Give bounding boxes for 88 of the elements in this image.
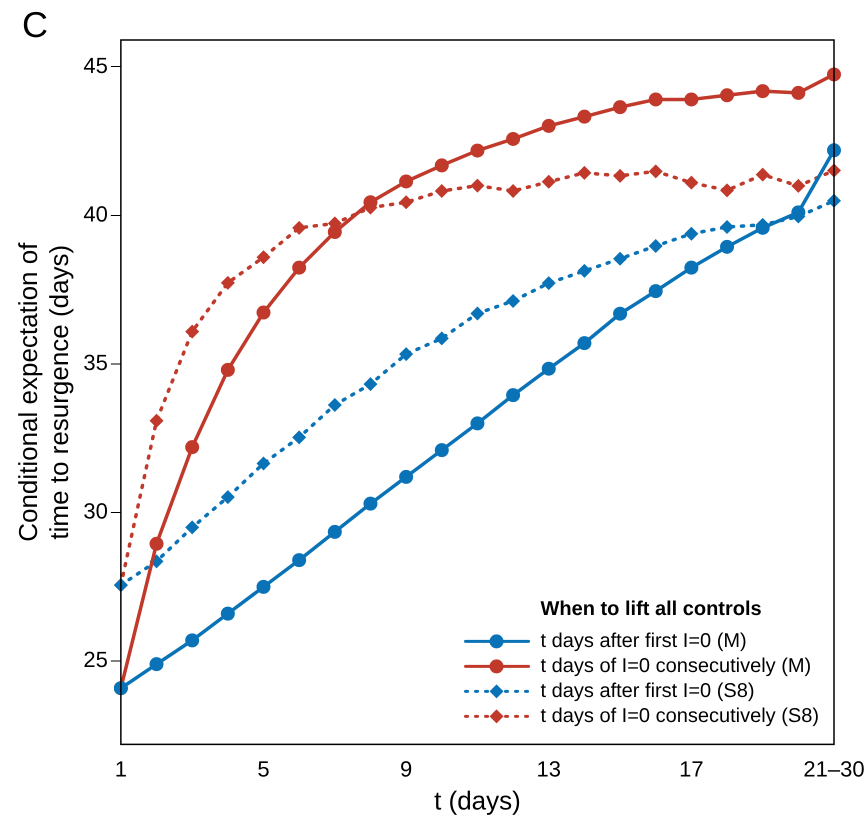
- point: [256, 456, 270, 471]
- x-axis-title: t (days): [434, 786, 521, 816]
- point: [542, 174, 556, 189]
- point: [648, 164, 663, 178]
- y-tick-label: 30: [83, 498, 108, 524]
- point: [684, 226, 698, 241]
- point: [684, 260, 698, 275]
- x-tick-label: 21–30: [803, 756, 864, 782]
- point: [256, 306, 270, 320]
- x-tick-label: 13: [536, 756, 561, 782]
- point: [185, 440, 200, 454]
- point: [684, 176, 698, 190]
- point: [256, 250, 270, 264]
- point: [399, 174, 414, 188]
- point: [185, 520, 200, 534]
- point: [577, 166, 592, 180]
- y-axis-title: Conditional expectation of time to resurgence (days): [12, 242, 74, 542]
- point: [613, 252, 628, 266]
- point: [613, 100, 628, 114]
- point: [542, 276, 556, 290]
- point: [399, 470, 414, 484]
- point: [791, 86, 806, 100]
- point: [434, 158, 449, 172]
- point: [399, 195, 414, 210]
- point: [577, 336, 592, 350]
- point: [220, 362, 235, 377]
- point: [542, 362, 556, 376]
- point: [648, 92, 663, 106]
- point: [720, 240, 734, 254]
- point: [613, 168, 628, 183]
- x-tick-label: 9: [400, 756, 412, 782]
- point: [791, 178, 806, 193]
- point: [506, 388, 520, 402]
- point: [256, 580, 270, 594]
- legend-label: t days of I=0 consecutively (M): [540, 654, 812, 677]
- point: [720, 88, 734, 102]
- point: [399, 347, 414, 362]
- text: C: [22, 4, 48, 46]
- point: [363, 377, 378, 392]
- point: [292, 220, 306, 235]
- point: [756, 220, 770, 235]
- point: [648, 284, 663, 298]
- point: [328, 524, 342, 539]
- point: [577, 110, 592, 124]
- point: [648, 238, 663, 253]
- point: [150, 657, 164, 672]
- x-tick-label: 17: [679, 756, 704, 782]
- legend-label: t days after first I=0 (S8): [540, 680, 754, 702]
- point: [470, 178, 484, 193]
- x-tick-label: 1: [114, 756, 127, 782]
- point: [292, 553, 306, 568]
- y-tick-label: 45: [83, 52, 108, 78]
- point: [363, 496, 378, 511]
- point: [720, 183, 734, 198]
- point: [756, 84, 770, 98]
- point: [506, 184, 520, 198]
- point: [720, 220, 734, 234]
- y-tick-label: 40: [83, 201, 108, 226]
- point: [328, 398, 342, 412]
- point: [328, 225, 342, 239]
- point: [150, 536, 164, 551]
- point: [220, 276, 235, 290]
- point: [434, 184, 449, 198]
- point: [434, 331, 449, 346]
- point: [185, 324, 200, 339]
- point: [185, 633, 200, 648]
- y-tick-label: 25: [83, 647, 108, 672]
- point: [470, 144, 484, 158]
- point: [150, 414, 164, 428]
- point: [292, 260, 306, 275]
- point: [292, 430, 306, 444]
- y-tick-label: 35: [83, 350, 108, 376]
- point: [613, 306, 628, 321]
- point: [684, 92, 698, 106]
- point: [506, 294, 520, 308]
- point: [434, 443, 449, 458]
- point: [756, 168, 770, 182]
- point: [470, 306, 484, 320]
- point: [506, 132, 520, 146]
- point: [542, 118, 556, 133]
- point: [577, 264, 592, 278]
- point: [470, 416, 484, 430]
- legend-label: t days after first I=0 (M): [540, 630, 747, 652]
- legend-label: t days of I=0 consecutively (S8): [540, 704, 819, 727]
- point: [220, 490, 235, 504]
- x-tick-label: 5: [257, 756, 270, 782]
- legend-title: When to lift all controls: [540, 598, 762, 620]
- point: [220, 606, 235, 621]
